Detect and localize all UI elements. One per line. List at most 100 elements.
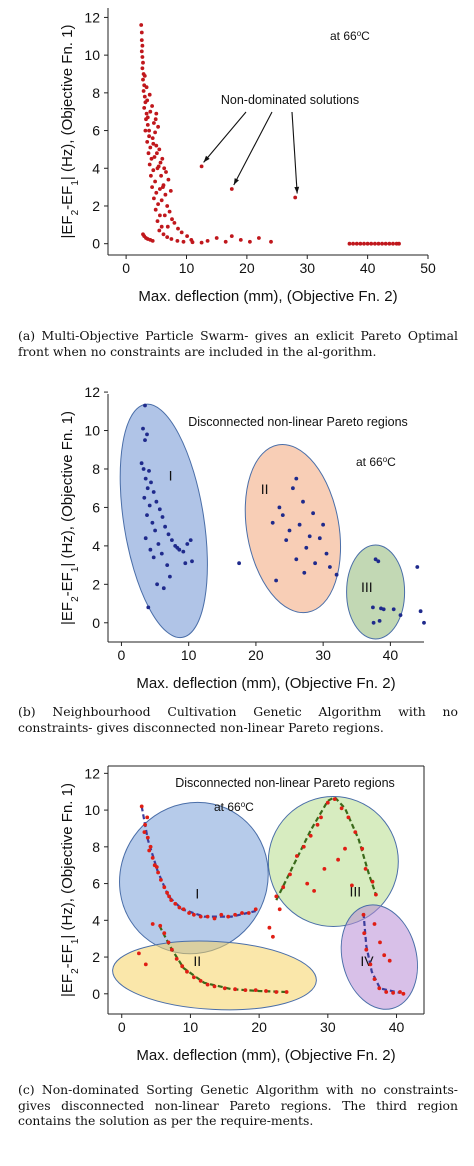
data-point [158, 923, 163, 928]
data-point [165, 235, 170, 240]
data-point [287, 528, 292, 533]
data-point [151, 555, 156, 560]
data-point [339, 806, 344, 811]
data-point [371, 605, 375, 610]
data-point [162, 885, 167, 890]
data-point [199, 164, 204, 169]
data-point [161, 586, 166, 591]
data-point [415, 565, 420, 569]
data-point [167, 209, 172, 214]
data-point [143, 536, 148, 541]
data-point [145, 123, 150, 127]
data-point [179, 230, 184, 235]
annotation-label: Non-dominated solutions [221, 93, 359, 107]
pareto-region-2 [112, 940, 317, 1011]
x-tick-label: 10 [179, 260, 195, 276]
data-point [145, 140, 150, 144]
data-point [147, 92, 152, 97]
data-point [362, 931, 367, 936]
data-point [154, 111, 159, 116]
data-point [169, 237, 174, 241]
data-point [226, 914, 231, 919]
data-point [156, 542, 161, 546]
data-point [150, 104, 155, 108]
data-point [174, 957, 179, 961]
annotation-arrow [291, 111, 298, 194]
data-point [301, 499, 305, 504]
data-point [270, 520, 275, 525]
data-point [146, 151, 151, 156]
data-point [293, 195, 298, 200]
data-point [377, 986, 382, 991]
data-point [145, 115, 150, 120]
data-point [212, 916, 217, 921]
data-point [387, 958, 392, 963]
data-point [149, 173, 153, 178]
data-point [373, 557, 378, 562]
data-point [156, 870, 161, 875]
data-point [229, 187, 234, 191]
data-point [192, 912, 196, 917]
data-point [380, 241, 384, 246]
region-label-2: II [193, 953, 201, 969]
data-point [398, 613, 403, 617]
data-point [229, 234, 234, 239]
data-point [372, 977, 377, 981]
data-point [160, 515, 165, 519]
y-tick-label: 0 [92, 236, 100, 252]
data-point [317, 536, 322, 541]
data-point [377, 619, 382, 623]
data-point [398, 990, 402, 994]
data-point [155, 219, 160, 224]
region-title: Disconnected non-linear Pareto regions [175, 776, 395, 790]
data-point [140, 55, 145, 59]
data-point [360, 846, 365, 851]
y-tick-label: 6 [92, 123, 100, 139]
data-point [364, 947, 369, 952]
data-point [205, 914, 210, 919]
x-tick-label: 10 [183, 1019, 199, 1035]
chart-a-mopso-scatter: 0 10 20 30 40 50 0 2 4 6 8 10 12|EF2-EF1| (Hz), (Obj… [59, 8, 436, 305]
data-point [155, 166, 160, 171]
data-point [274, 578, 278, 583]
data-point [147, 503, 152, 508]
data-point [155, 151, 159, 156]
data-point [155, 582, 160, 587]
data-point [307, 534, 312, 539]
data-point [166, 177, 171, 182]
temperature-label: at 66oC [356, 455, 396, 470]
data-point [376, 559, 381, 564]
data-point [253, 988, 258, 992]
data-point [188, 538, 193, 542]
data-point [358, 241, 363, 246]
x-tick-label: 50 [420, 260, 436, 276]
data-point [223, 239, 228, 244]
data-point [240, 911, 244, 915]
data-point [143, 403, 147, 408]
data-point [192, 975, 196, 980]
data-point [346, 815, 351, 820]
data-point [368, 962, 373, 967]
data-point [157, 228, 162, 233]
data-point [294, 557, 299, 562]
pareto-region-1 [119, 403, 208, 639]
region-label-1: I [195, 885, 199, 901]
data-point [212, 984, 217, 989]
data-point [371, 620, 376, 625]
data-point [304, 545, 309, 550]
data-point [148, 109, 153, 114]
y-axis-label: |EF2-EF1| (Hz), (Objective Fn. 1) [59, 411, 81, 625]
data-point [315, 822, 320, 827]
data-point [332, 797, 337, 801]
data-point [157, 147, 162, 152]
data-point [205, 982, 210, 987]
y-tick-label: 8 [92, 85, 100, 101]
data-point [372, 922, 377, 926]
data-point [143, 822, 148, 827]
data-point [139, 38, 144, 42]
annotation-arrowhead [203, 155, 210, 163]
data-point [161, 232, 166, 237]
data-point [267, 925, 272, 930]
x-tick-label: 20 [248, 647, 264, 663]
